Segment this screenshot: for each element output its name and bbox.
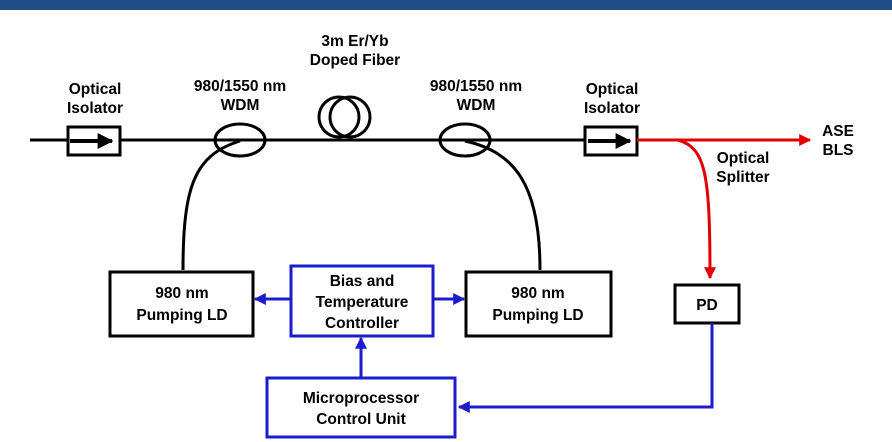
splitter-red-branch [677, 138, 716, 280]
right-wdm-label-line2: WDM [457, 97, 496, 114]
left-wdm-label-line2: WDM [221, 97, 260, 114]
bias-temperature-controller-box: Bias and Temperature Controller [289, 264, 435, 338]
doped-fiber-label-line2: Doped Fiber [310, 52, 400, 69]
bias-line1: Bias and [330, 273, 395, 290]
right-isolator-label-line2: Isolator [584, 100, 640, 117]
left-pump-ld-box: 980 nm Pumping LD [108, 270, 255, 338]
right-isolator-label-line1: Optical [586, 81, 639, 98]
output-label-line1: ASE [822, 123, 854, 140]
bias-line3: Controller [325, 315, 399, 332]
mcu-line1: Microprocessor [303, 390, 419, 407]
right-optical-isolator [583, 125, 639, 157]
splitter-label-line1: Optical [717, 150, 770, 167]
doped-fiber-coil [317, 95, 372, 139]
left-isolator-label-line1: Optical [69, 81, 122, 98]
pd-label: PD [696, 297, 718, 314]
bias-line2: Temperature [316, 294, 409, 311]
right-wdm-label-line1: 980/1550 nm [430, 78, 522, 95]
splitter-label-line2: Splitter [716, 169, 769, 186]
left-optical-isolator [66, 125, 122, 157]
right-pump-line2: Pumping LD [492, 307, 583, 324]
mcu-line2: Control Unit [316, 411, 406, 428]
doped-fiber-label-line1: 3m Er/Yb [321, 33, 388, 50]
photodetector-box: PD [673, 283, 741, 325]
left-pump-line2: Pumping LD [136, 307, 227, 324]
left-wdm-coupler [181, 122, 267, 271]
header-bar [0, 0, 892, 10]
output-label-line2: BLS [823, 142, 854, 159]
microprocessor-control-unit-box: Microprocessor Control Unit [265, 376, 457, 439]
pd-feedback-blue-path [457, 323, 714, 413]
left-isolator-label-line2: Isolator [67, 100, 123, 117]
right-wdm-coupler [438, 122, 542, 271]
left-pump-line1: 980 nm [155, 285, 208, 302]
right-pump-line1: 980 nm [511, 285, 564, 302]
right-pump-ld-box: 980 nm Pumping LD [464, 270, 613, 338]
left-wdm-label-line1: 980/1550 nm [194, 78, 286, 95]
